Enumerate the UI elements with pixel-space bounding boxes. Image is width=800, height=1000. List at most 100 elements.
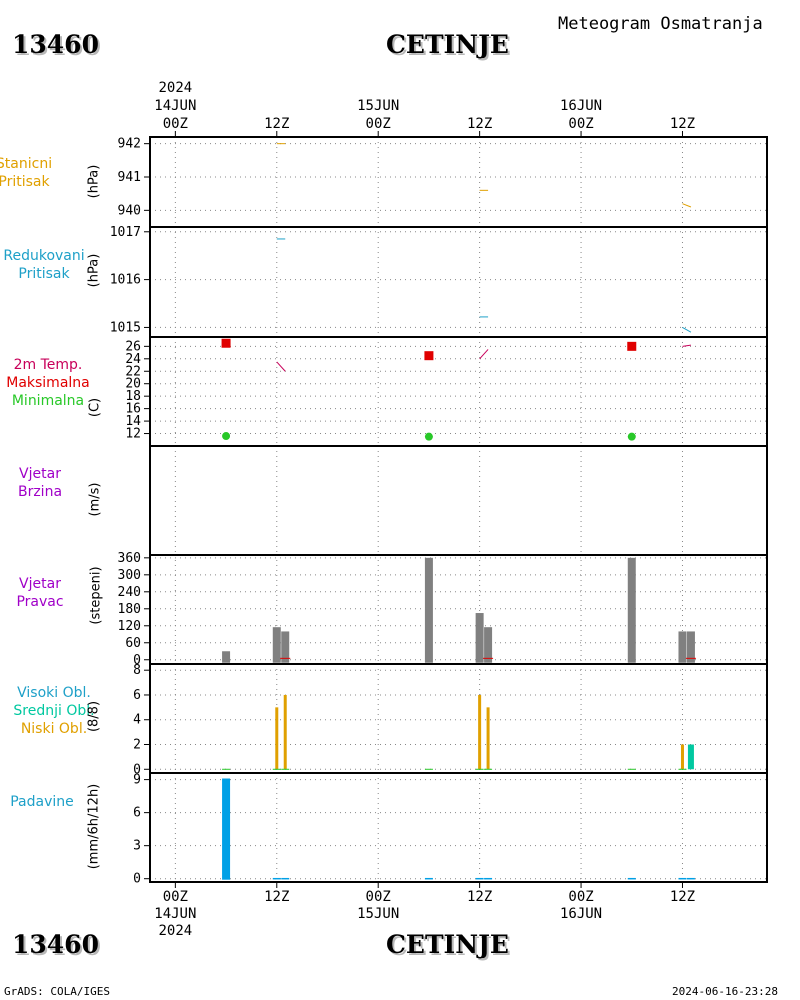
label-wind-direction-line2: Pravac <box>16 594 64 610</box>
unit-temperature: (C) <box>87 397 103 418</box>
wind-direction-bar <box>424 557 433 663</box>
unit-clouds: (8/8) <box>86 700 102 733</box>
bottom-axis-label: 00Z <box>568 889 593 905</box>
label-reduced-pressure-line2: Pritisak <box>18 266 70 282</box>
y-tick-label: 1017 <box>110 225 141 240</box>
wind-direction-bar <box>272 627 281 663</box>
label-clouds-high: Visoki Obl. <box>17 685 91 701</box>
y-tick-label: 8 <box>133 663 141 678</box>
y-tick-label: 16 <box>125 402 141 417</box>
label-wind-speed: Vjetar Brzina <box>0 465 88 501</box>
unit-station-pressure: (hPa) <box>86 164 102 199</box>
cloud-low-bar <box>283 694 287 770</box>
label-wind-speed-line1: Vjetar <box>19 466 61 482</box>
y-tick-label: 942 <box>118 137 141 152</box>
y-tick-label: 2 <box>133 738 141 753</box>
label-clouds-low: Niski Obl. <box>20 721 88 737</box>
panel-wind_direction <box>144 554 768 665</box>
y-tick-label: 1015 <box>110 320 141 335</box>
cloud-low-bar <box>680 744 684 770</box>
panel-station_pressure <box>144 136 768 228</box>
station-name-bottom: CETINJE <box>386 930 509 959</box>
bottom-axis-label: 12Z <box>670 889 695 905</box>
label-station-pressure: Stanicni Pritisak <box>0 155 72 191</box>
temp-max-point <box>424 351 434 361</box>
top-hour-label: 00Z <box>366 116 391 132</box>
panel-frame <box>149 554 768 665</box>
y-tick-label: 14 <box>125 414 141 429</box>
panel-clouds <box>144 663 768 774</box>
panel-temperature <box>144 336 768 447</box>
top-date-label: 14JUN <box>154 98 196 114</box>
temp-min-point <box>627 432 636 441</box>
y-tick-label: 6 <box>133 688 141 703</box>
y-tick-label: 18 <box>125 389 141 404</box>
y-tick-label: 4 <box>133 713 141 728</box>
label-wind-direction: Vjetar Pravac <box>0 575 88 611</box>
top-hour-label: 12Z <box>264 116 289 132</box>
top-hour-label: 00Z <box>163 116 188 132</box>
y-tick-label: 360 <box>118 551 141 566</box>
label-station-pressure-line2: Pritisak <box>0 174 50 190</box>
station-id-bottom: 13460 <box>12 930 99 959</box>
footer-timestamp: 2024-06-16-23:28 <box>672 985 778 998</box>
temp-2m-line <box>276 361 286 372</box>
wind-direction-bar <box>627 557 636 663</box>
top-hour-label: 12Z <box>670 116 695 132</box>
panel-reduced_pressure <box>144 226 768 338</box>
top-date-label: 16JUN <box>560 98 602 114</box>
bottom-axis-label: 00Z <box>366 889 391 905</box>
wind-direction-bar <box>281 631 290 663</box>
y-tick-label: 26 <box>125 339 141 354</box>
y-tick-label: 300 <box>118 568 141 583</box>
bottom-axis-label: 12Z <box>467 889 492 905</box>
label-clouds: Visoki Obl. Srednji Obl. Niski Obl. <box>6 684 102 738</box>
cloud-medium-bar <box>687 744 694 770</box>
unit-wind-direction: (stepeni) <box>88 566 104 625</box>
footer-credit: GrADS: COLA/IGES <box>4 985 110 998</box>
label-reduced-pressure-line1: Redukovani <box>3 248 85 264</box>
y-tick-label: 24 <box>125 352 141 367</box>
temp-min-point <box>424 432 433 441</box>
station-name-top: CETINJE <box>386 30 509 59</box>
y-tick-label: 941 <box>118 170 141 185</box>
y-tick-label: 20 <box>125 377 141 392</box>
panel-frame <box>149 772 768 883</box>
temp-max-point <box>627 341 637 351</box>
wind-direction-bar <box>475 613 484 663</box>
y-tick-label: 0 <box>133 872 141 887</box>
top-hour-label: 00Z <box>568 116 593 132</box>
bottom-axis-label: 15JUN <box>357 906 399 922</box>
panel-frame <box>149 445 768 556</box>
cloud-low-bar <box>275 707 279 770</box>
label-reduced-pressure: Redukovani Pritisak <box>0 247 92 283</box>
y-tick-label: 940 <box>118 203 141 218</box>
panel-frame <box>149 136 768 228</box>
bottom-axis-label: 14JUN <box>154 906 196 922</box>
y-tick-label: 0 <box>133 653 141 668</box>
unit-reduced-pressure: (hPa) <box>86 253 102 288</box>
y-tick-label: 12 <box>125 427 141 442</box>
precipitation-bar <box>222 778 231 880</box>
label-temperature-max: Maksimalna <box>6 375 90 391</box>
reduced_pressure-series-line <box>682 326 692 333</box>
panel-frame <box>149 226 768 338</box>
y-tick-label: 120 <box>118 619 141 634</box>
cloud-low-bar <box>486 707 490 770</box>
temp-min-point <box>222 432 231 441</box>
unit-precipitation: (mm/6h/12h) <box>86 783 102 870</box>
wind-direction-bar <box>686 631 695 663</box>
unit-wind-speed: (m/s) <box>87 482 103 517</box>
top-year-label: 2024 <box>158 80 192 96</box>
y-tick-label: 3 <box>133 839 141 854</box>
wind-direction-bar <box>484 627 493 663</box>
bottom-axis-label: 12Z <box>264 889 289 905</box>
y-tick-label: 0 <box>133 762 141 777</box>
y-tick-label: 60 <box>125 636 141 651</box>
temp-2m-line <box>682 344 692 347</box>
temp-2m-line <box>479 349 489 360</box>
panel-wind_speed <box>149 445 768 556</box>
panel-frame <box>149 336 768 447</box>
y-tick-label: 180 <box>118 602 141 617</box>
